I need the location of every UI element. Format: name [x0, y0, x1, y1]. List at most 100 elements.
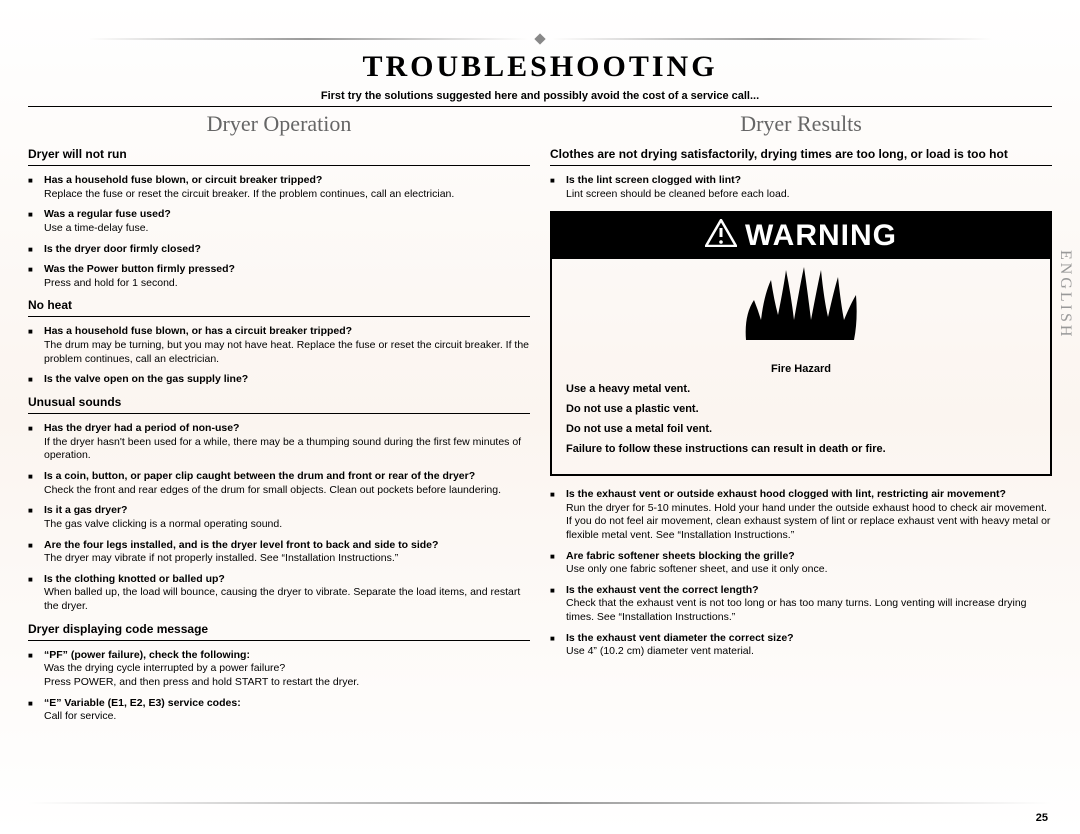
item-question: “E” Variable (E1, E2, E3) service codes:	[44, 697, 241, 709]
item-body: Has a household fuse blown, or has a cir…	[44, 325, 530, 366]
item-question: Is the dryer door firmly closed?	[44, 243, 201, 255]
bullet-icon: ■	[550, 584, 566, 625]
list-item: ■Is the clothing knotted or balled up? W…	[28, 573, 530, 614]
item-question: Is the exhaust vent diameter the correct…	[566, 632, 794, 644]
list-item: ■Has a household fuse blown, or has a ci…	[28, 325, 530, 366]
language-label: ENGLISH	[1056, 250, 1074, 339]
bullet-icon: ■	[28, 174, 44, 201]
section-head: No heat	[28, 298, 530, 317]
bullet-icon: ■	[28, 208, 44, 235]
item-answer: Lint screen should be cleaned before eac…	[566, 188, 790, 200]
item-question: Is a coin, button, or paper clip caught …	[44, 470, 475, 482]
item-question: Are the four legs installed, and is the …	[44, 539, 438, 551]
list-item: ■“E” Variable (E1, E2, E3) service codes…	[28, 697, 530, 724]
item-question: Is it a gas dryer?	[44, 504, 127, 516]
item-answer: Call for service.	[44, 710, 116, 722]
bullet-icon: ■	[28, 504, 44, 531]
warning-label: WARNING	[745, 219, 897, 253]
item-body: Are the four legs installed, and is the …	[44, 539, 530, 566]
section-head: Dryer displaying code message	[28, 622, 530, 641]
item-question: Was the Power button firmly pressed?	[44, 263, 235, 275]
list-item: ■Is the valve open on the gas supply lin…	[28, 373, 530, 387]
list-item: ■Is it a gas dryer? The gas valve clickin…	[28, 504, 530, 531]
list-item: ■Was a regular fuse used?Use a time-dela…	[28, 208, 530, 235]
bullet-icon: ■	[550, 632, 566, 659]
item-answer: The dryer may vibrate if not properly in…	[44, 552, 398, 564]
item-answer: Was the drying cycle interrupted by a po…	[44, 662, 359, 688]
item-answer: Run the dryer for 5-10 minutes. Hold you…	[566, 502, 1050, 541]
item-body: Is it a gas dryer? The gas valve clicking…	[44, 504, 530, 531]
bullet-icon: ■	[28, 243, 44, 257]
list-item: ■Has a household fuse blown, or circuit …	[28, 174, 530, 201]
warning-line: Use a heavy metal vent.	[566, 382, 1036, 398]
item-answer: Use a time-delay fuse.	[44, 222, 148, 234]
bullet-icon: ■	[28, 573, 44, 614]
warning-content: Fire Hazard Use a heavy metal vent. Do n…	[552, 354, 1050, 474]
item-answer: Check that the exhaust vent is not too l…	[566, 597, 1027, 623]
item-answer: The drum may be turning, but you may not…	[44, 339, 529, 365]
item-body: Is the dryer door firmly closed?	[44, 243, 530, 257]
item-question: Has a household fuse blown, or has a cir…	[44, 325, 352, 337]
bullet-icon: ■	[28, 470, 44, 497]
item-question: Is the lint screen clogged with lint?	[566, 174, 741, 186]
item-body: Are fabric softener sheets blocking the …	[566, 550, 1052, 577]
page-number: 25	[1036, 812, 1048, 824]
bullet-icon: ■	[28, 263, 44, 290]
content-columns: Dryer Operation Dryer will not run■Has a…	[28, 111, 1052, 731]
item-question: Has a household fuse blown, or circuit b…	[44, 174, 322, 186]
list-item: ■Was the Power button firmly pressed? Pre…	[28, 263, 530, 290]
item-body: Is the clothing knotted or balled up? Wh…	[44, 573, 530, 614]
item-answer: Check the front and rear edges of the dr…	[44, 484, 501, 496]
bullet-icon: ■	[28, 373, 44, 387]
list-item: ■Is the lint screen clogged with lint? Li…	[550, 174, 1052, 201]
top-ornament	[28, 30, 1052, 48]
list-item: ■Has the dryer had a period of non-use?I…	[28, 422, 530, 463]
item-body: Has a household fuse blown, or circuit b…	[44, 174, 530, 201]
item-question: Are fabric softener sheets blocking the …	[566, 550, 795, 562]
fire-icon	[552, 259, 1050, 354]
item-body: Is a coin, button, or paper clip caught …	[44, 470, 530, 497]
item-answer: Use 4” (10.2 cm) diameter vent material.	[566, 645, 754, 657]
bullet-icon: ■	[550, 174, 566, 201]
bullet-icon: ■	[28, 539, 44, 566]
left-column-title: Dryer Operation	[28, 111, 530, 137]
item-body: Was the Power button firmly pressed? Pres…	[44, 263, 530, 290]
warning-line: Failure to follow these instructions can…	[566, 442, 1036, 458]
item-answer: Use only one fabric softener sheet, and …	[566, 563, 828, 575]
item-body: Is the exhaust vent or outside exhaust h…	[566, 488, 1052, 543]
right-column-title: Dryer Results	[550, 111, 1052, 137]
section-head: Unusual sounds	[28, 395, 530, 414]
right-column: Dryer Results Clothes are not drying sat…	[550, 111, 1052, 731]
warning-line: Do not use a metal foil vent.	[566, 422, 1036, 438]
item-question: Is the clothing knotted or balled up?	[44, 573, 225, 585]
warning-header: WARNING	[552, 213, 1050, 259]
item-body: Is the lint screen clogged with lint? Lin…	[566, 174, 1052, 201]
item-body: Is the valve open on the gas supply line…	[44, 373, 530, 387]
warning-box: WARNING Fire Hazard Use a heavy metal ve…	[550, 211, 1052, 476]
list-item: ■Are fabric softener sheets blocking the…	[550, 550, 1052, 577]
left-column: Dryer Operation Dryer will not run■Has a…	[28, 111, 530, 731]
item-question: “PF” (power failure), check the followin…	[44, 649, 250, 661]
list-item: ■Is the exhaust vent the correct length?…	[550, 584, 1052, 625]
right-section-head: Clothes are not drying satisfactorily, d…	[550, 147, 1052, 166]
warning-triangle-icon	[705, 219, 737, 253]
item-answer: When balled up, the load will bounce, ca…	[44, 586, 520, 612]
page-title: TROUBLESHOOTING	[28, 50, 1052, 84]
item-answer: The gas valve clicking is a normal opera…	[44, 518, 282, 530]
item-answer: Replace the fuse or reset the circuit br…	[44, 188, 454, 200]
item-body: “PF” (power failure), check the followin…	[44, 649, 530, 690]
bullet-icon: ■	[550, 550, 566, 577]
item-body: “E” Variable (E1, E2, E3) service codes:…	[44, 697, 530, 724]
list-item: ■Is the exhaust vent diameter the correc…	[550, 632, 1052, 659]
item-question: Is the valve open on the gas supply line…	[44, 373, 248, 385]
item-answer: If the dryer hasn't been used for a whil…	[44, 436, 521, 462]
bullet-icon: ■	[28, 325, 44, 366]
item-answer: Press and hold for 1 second.	[44, 277, 178, 289]
list-item: ■Is the dryer door firmly closed?	[28, 243, 530, 257]
title-rule	[28, 106, 1052, 107]
warning-line: Do not use a plastic vent.	[566, 402, 1036, 418]
list-item: ■“PF” (power failure), check the followi…	[28, 649, 530, 690]
item-body: Is the exhaust vent the correct length?C…	[566, 584, 1052, 625]
item-question: Is the exhaust vent or outside exhaust h…	[566, 488, 1006, 500]
item-body: Is the exhaust vent diameter the correct…	[566, 632, 1052, 659]
